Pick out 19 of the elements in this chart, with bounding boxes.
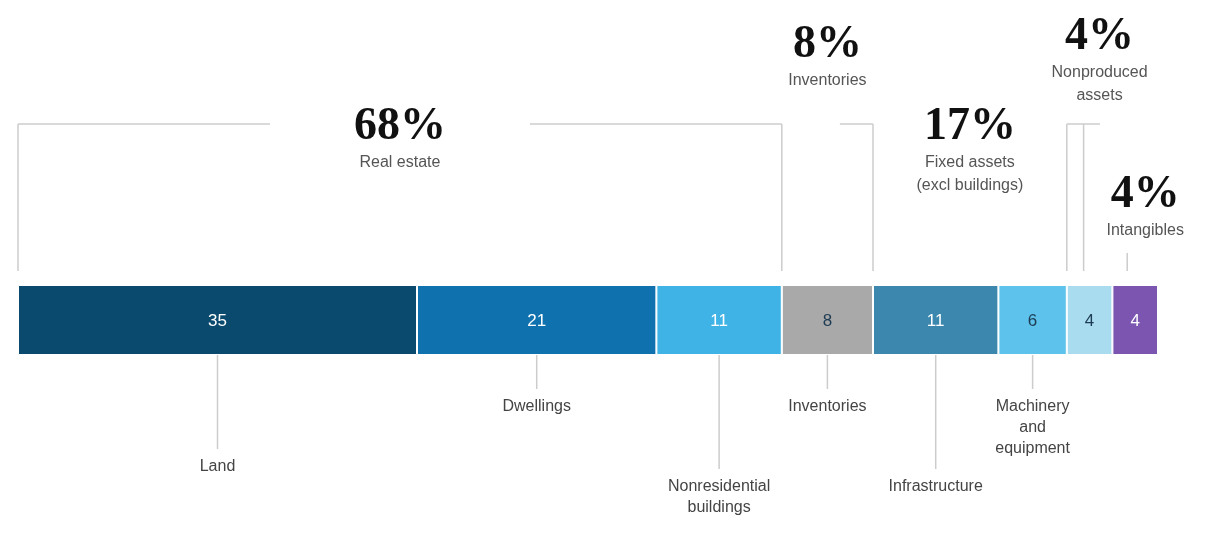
data-label: 11: [710, 310, 728, 330]
text: Dwellings: [502, 397, 571, 414]
text: 17% Fixed assets (excl buildings): [916, 97, 1024, 193]
text: Land: [199, 457, 236, 474]
data-label: 11: [926, 310, 945, 330]
text: Infrastructure: [888, 477, 983, 494]
data-label: 4: [1130, 310, 1140, 330]
text: Machinery and equipment: [995, 397, 1071, 456]
text: Inventories: [788, 397, 867, 414]
data-label: 8: [822, 310, 833, 330]
text: 68% Real estate: [353, 97, 446, 170]
text: 4% Intangibles: [1106, 165, 1184, 238]
text: 4% Nonproduced assets: [1051, 7, 1148, 103]
data-label: 6: [1027, 310, 1038, 330]
data-label: 21: [527, 310, 547, 330]
text: Nonresidential buildings: [667, 477, 771, 515]
data-label: 4: [1084, 310, 1095, 330]
data-label: 35: [208, 310, 227, 330]
text: 8% Inventories: [788, 15, 867, 88]
